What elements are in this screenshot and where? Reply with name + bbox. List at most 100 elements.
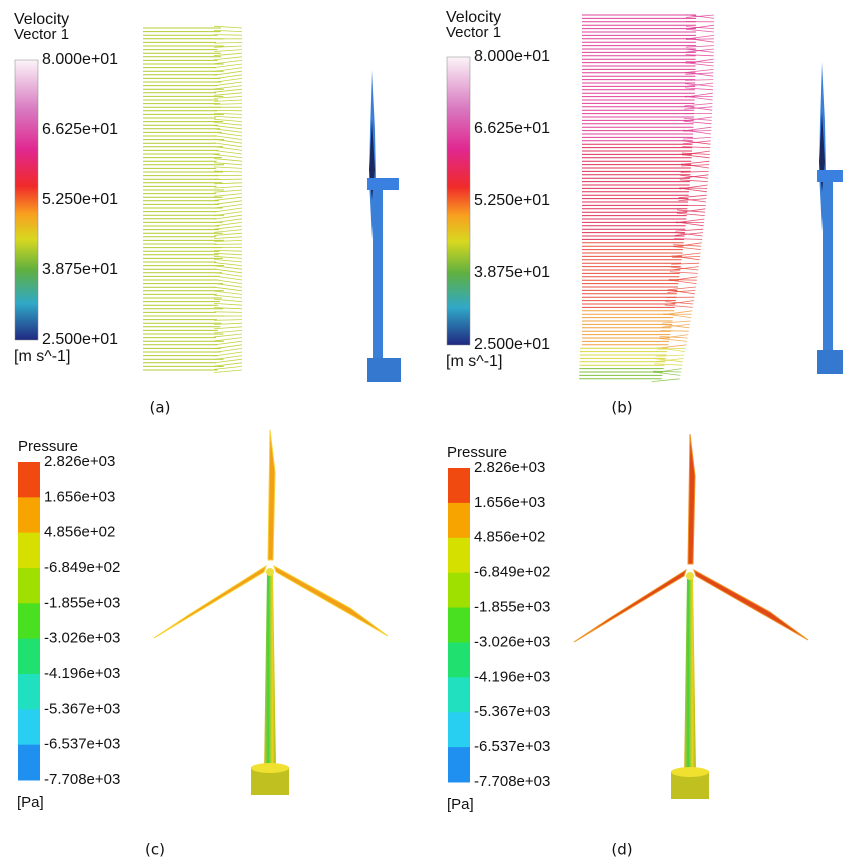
vector-head [214,116,242,118]
colorbar-band [448,468,470,503]
velocity-vectors [143,26,242,372]
turbine-side [367,70,401,382]
vector-head [214,237,242,239]
legend-label: -6.537e+03 [474,738,550,755]
tower [264,572,276,772]
legend-title: Vector 1 [14,26,69,43]
vector-head [214,222,242,226]
vector-head [214,269,242,273]
vector-head [214,280,242,284]
colorbar-band [18,709,40,745]
vector-head [214,320,242,321]
vector-head [214,201,242,205]
blade [574,570,686,642]
colorbar-band [18,603,40,639]
colorbar-band [448,573,470,608]
colorbar-band [448,677,470,712]
vector-head [214,82,242,86]
vector-head [214,151,242,154]
caption: (d) [611,841,632,859]
tower [373,188,383,368]
legend-label: 2.826e+03 [44,453,115,470]
hub [266,568,274,576]
legend-label: -7.708e+03 [474,773,550,790]
vector-head [214,147,242,151]
legend-title: Vector 1 [446,24,501,41]
colorbar-band [18,497,40,533]
vector-head [214,266,242,269]
colorbar-band [448,712,470,747]
colorbar-band [448,747,470,782]
colorbar-band [18,462,40,498]
legend-label: -7.708e+03 [44,771,120,788]
vector-head [214,359,242,363]
vector-head [214,159,242,162]
vector-head [214,283,242,287]
figure: VelocityVector 18.000e+016.625e+015.250e… [0,0,843,859]
base [817,350,843,374]
vector-head [214,291,242,294]
legend-label: 1.656e+03 [44,488,115,505]
caption: (a) [150,399,171,417]
blade [274,566,388,636]
legend-label: 8.000e+01 [474,48,550,65]
turbine-side [817,62,843,374]
blade [694,570,808,640]
vector-head [214,71,242,75]
legend-label: 3.875e+01 [42,261,118,278]
colorbar-band [448,642,470,677]
colorbar [15,60,38,340]
colorbar-band [18,568,40,604]
vector-head [214,272,242,276]
caption: (b) [611,399,632,417]
legend-label: -3.026e+03 [474,633,550,650]
vector-head [652,372,680,376]
colorbar [447,57,470,345]
legend-unit: [Pa] [17,794,44,811]
legend-label: 5.250e+01 [42,191,118,208]
colorbar-band [18,533,40,569]
colorbar-band [18,639,40,675]
vector-head [214,35,242,36]
caption: (c) [145,841,165,859]
blade [688,434,695,564]
tower [684,576,696,776]
vector-head [214,186,242,188]
legend-label: 2.500e+01 [42,331,118,348]
vector-head [214,129,242,133]
vector-head [214,60,242,63]
legend-label: -1.855e+03 [44,594,120,611]
legend-label: 3.875e+01 [474,264,550,281]
vector-head [214,370,242,373]
legend-label: -1.855e+03 [474,599,550,616]
tower [823,180,833,360]
base [367,358,401,382]
vector-head [214,259,242,262]
legend-label: 6.625e+01 [474,120,550,137]
legend-label: -4.196e+03 [44,665,120,682]
vector-head [214,341,242,345]
vector-head [214,276,242,280]
colorbar-band [18,745,40,781]
vector-head [214,312,242,313]
vector-head [668,280,696,284]
turbine-front [574,434,808,799]
vector-head [214,139,242,143]
legend-unit: [m s^-1] [446,353,502,370]
vector-head [214,215,242,219]
legend-label: -3.026e+03 [44,630,120,647]
vector-head [214,287,242,291]
vector-head [214,93,242,96]
vector-head [214,100,242,101]
vector-head [214,132,242,136]
legend-label: 8.000e+01 [42,51,118,68]
vector-head [658,345,686,348]
vector-head [214,64,242,68]
legend-label: 4.856e+02 [474,529,545,546]
legend-label: -6.849e+02 [474,564,550,581]
legend-label: -5.367e+03 [474,703,550,720]
blade [154,566,266,638]
vector-head [214,194,242,197]
vector-head [214,363,242,366]
velocity-vectors [579,15,714,382]
